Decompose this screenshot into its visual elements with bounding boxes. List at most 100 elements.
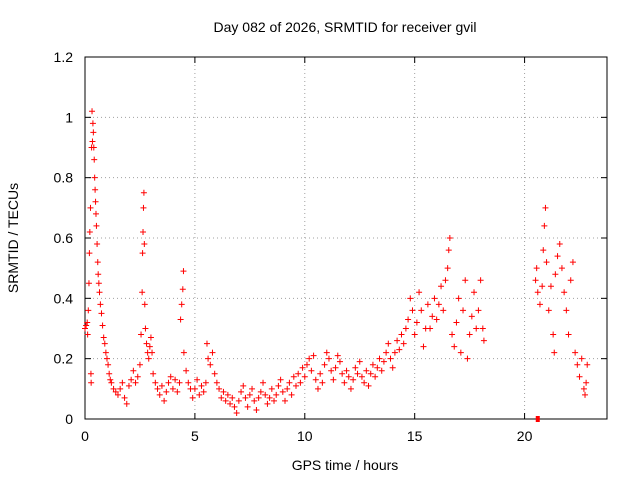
- chart-title: Day 082 of 2026, SRMTID for receiver gvi…: [214, 19, 477, 35]
- data-point: [405, 316, 412, 323]
- data-point: [380, 358, 387, 365]
- data-point: [334, 352, 341, 359]
- data-point: [576, 373, 583, 380]
- data-point: [455, 295, 462, 302]
- data-point: [279, 388, 286, 395]
- data-point: [141, 301, 148, 308]
- data-point: [583, 379, 590, 386]
- data-point: [163, 388, 170, 395]
- data-point: [89, 138, 96, 145]
- data-point: [451, 343, 458, 350]
- data-point: [161, 397, 168, 404]
- data-point: [532, 277, 539, 284]
- data-point: [582, 391, 589, 398]
- data-point: [540, 247, 547, 254]
- data-point: [301, 373, 308, 380]
- data-point: [420, 343, 427, 350]
- data-point: [202, 379, 209, 386]
- data-point: [391, 349, 398, 356]
- data-point: [139, 250, 146, 257]
- data-point: [158, 382, 165, 389]
- data-point: [211, 370, 218, 377]
- y-tick-label: 0.4: [54, 290, 74, 306]
- data-point: [220, 388, 227, 395]
- data-point: [411, 331, 418, 338]
- data-point: [216, 385, 223, 392]
- data-point: [260, 379, 267, 386]
- data-point: [444, 265, 451, 272]
- data-point: [558, 265, 565, 272]
- y-tick-label: 0.6: [54, 230, 74, 246]
- data-point: [142, 325, 149, 332]
- data-point: [565, 331, 572, 338]
- data-point: [84, 331, 91, 338]
- data-point: [253, 406, 260, 413]
- data-point: [567, 277, 574, 284]
- data-point: [176, 379, 183, 386]
- data-point: [277, 376, 284, 383]
- data-point: [473, 325, 480, 332]
- data-point: [288, 391, 295, 398]
- data-point: [365, 382, 372, 389]
- data-point: [539, 283, 546, 290]
- data-point: [584, 361, 591, 368]
- data-point: [125, 382, 132, 389]
- data-point: [200, 388, 207, 395]
- data-point: [128, 376, 135, 383]
- data-point: [114, 391, 121, 398]
- data-point: [101, 340, 108, 347]
- data-point: [471, 289, 478, 296]
- data-point: [367, 370, 374, 377]
- data-point: [86, 250, 93, 257]
- data-point: [218, 394, 225, 401]
- data-point: [413, 319, 420, 326]
- data-point: [398, 331, 405, 338]
- data-point: [224, 391, 231, 398]
- data-point: [150, 370, 157, 377]
- data-point: [550, 331, 557, 338]
- data-point: [378, 367, 385, 374]
- data-point: [87, 204, 94, 211]
- data-point: [154, 385, 161, 392]
- data-point: [83, 322, 90, 329]
- data-point: [108, 379, 115, 386]
- data-point: [136, 361, 143, 368]
- data-point: [464, 355, 471, 362]
- outlier-point: [535, 416, 540, 422]
- data-point: [314, 385, 321, 392]
- data-point: [90, 129, 97, 136]
- data-point: [147, 334, 154, 341]
- data-point: [376, 355, 383, 362]
- x-tick-label: 20: [517, 428, 533, 444]
- data-point: [143, 340, 150, 347]
- data-point: [350, 376, 357, 383]
- data-point: [341, 379, 348, 386]
- data-point: [189, 394, 196, 401]
- data-point: [95, 280, 102, 287]
- data-point: [297, 379, 304, 386]
- data-point: [106, 370, 113, 377]
- data-point: [542, 204, 549, 211]
- data-point: [92, 210, 99, 217]
- data-point: [134, 373, 141, 380]
- data-point: [95, 271, 102, 278]
- data-point: [554, 253, 561, 260]
- data-point: [449, 331, 456, 338]
- x-tick-label: 15: [407, 428, 423, 444]
- data-point: [91, 156, 98, 163]
- y-tick-label: 1: [65, 109, 73, 125]
- data-point: [112, 388, 119, 395]
- x-axis-label: GPS time / hours: [292, 457, 399, 473]
- data-point: [107, 376, 114, 383]
- data-point: [284, 385, 291, 392]
- data-point: [543, 259, 550, 266]
- data-point: [556, 241, 563, 248]
- data-point: [383, 349, 390, 356]
- data-points: [82, 108, 591, 422]
- data-point: [479, 325, 486, 332]
- data-point: [445, 247, 452, 254]
- data-point: [92, 186, 99, 193]
- data-point: [435, 301, 442, 308]
- data-point: [572, 349, 579, 356]
- data-point: [323, 349, 330, 356]
